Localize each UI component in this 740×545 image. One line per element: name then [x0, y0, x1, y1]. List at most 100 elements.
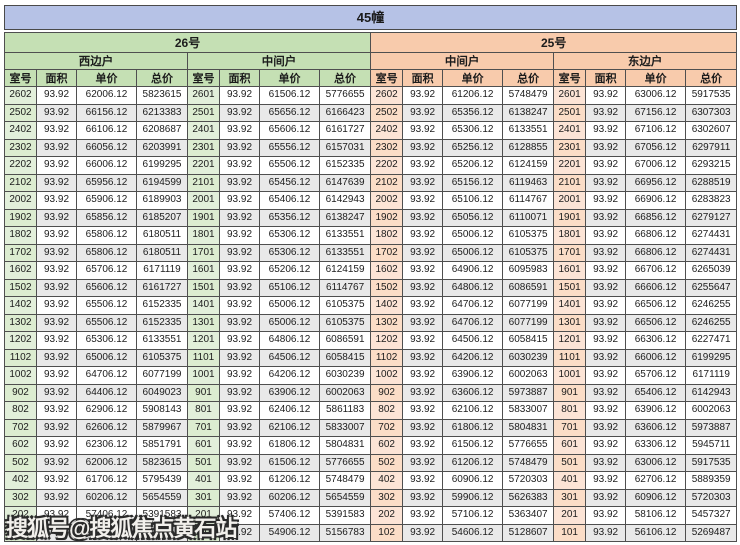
cell-unit-price: 65006.12 [76, 348, 137, 367]
table-row: 502 93.92 62006.12 5823615 501 93.92 61506.12 5… [4, 453, 738, 472]
cell-area: 93.92 [36, 453, 77, 472]
cell-room: 2401 [187, 121, 220, 140]
cell-room: 1801 [553, 226, 587, 245]
cell-unit-price: 60906.12 [442, 471, 504, 490]
cell-room: 1201 [553, 331, 587, 350]
cell-total-price: 5748479 [502, 86, 555, 105]
cell-area: 93.92 [219, 86, 260, 105]
cell-total-price: 6119463 [502, 173, 555, 192]
cell-total-price: 6293215 [685, 156, 738, 175]
cell-total-price: 5889359 [685, 471, 738, 490]
unit-26-header: 26号 [3, 32, 372, 53]
cell-total-price: 6203991 [136, 138, 188, 157]
table-row: 2402 93.92 66106.12 6208687 2401 93.92 65606.1… [4, 121, 738, 140]
cell-room: 901 [553, 383, 587, 402]
cell-room: 1701 [187, 243, 220, 262]
cell-area: 93.92 [219, 366, 260, 385]
cell-unit-price [76, 523, 137, 542]
cell-room: 1501 [553, 278, 587, 297]
cell-unit-price: 64206.12 [259, 366, 320, 385]
cell-area: 93.92 [585, 261, 627, 280]
cell-unit-price: 66306.12 [625, 331, 687, 350]
cell-unit-price: 66806.12 [625, 243, 687, 262]
cell-room: 1002 [4, 366, 37, 385]
cell-total-price: 6058415 [318, 348, 372, 367]
cell-area: 93.92 [402, 418, 444, 437]
cell-area: 93.92 [36, 296, 77, 315]
cell-total-price: 6194599 [136, 173, 188, 192]
unit-group-row: 26号 25号 [3, 32, 738, 53]
cell-area: 93.92 [585, 401, 627, 420]
table-row: 1902 93.92 65856.12 6185207 1901 93.92 65356.1… [4, 208, 738, 227]
cell-unit-price: 65506.12 [76, 313, 137, 332]
cell-total-price: 6030239 [502, 348, 555, 367]
cell-area: 93.92 [585, 103, 627, 122]
col-header-unit-price: 单价 [625, 69, 687, 87]
cell-room: 2201 [553, 156, 587, 175]
cell-room: 2401 [553, 121, 587, 140]
cell-area: 93.92 [585, 121, 627, 140]
cell-room: 102 [370, 523, 404, 542]
cell-room: 2601 [187, 86, 220, 105]
cell-total-price: 6002063 [685, 401, 738, 420]
cell-room: 201 [553, 506, 587, 525]
cell-room: 1701 [553, 243, 587, 262]
cell-total-price: 6105375 [136, 348, 188, 367]
cell-room [4, 523, 37, 542]
table-row: 2502 93.92 66156.12 6213383 2501 93.92 65656.1… [4, 103, 738, 122]
cell-total-price: 5973887 [685, 418, 738, 437]
cell-unit-price: 61506.12 [442, 436, 504, 455]
cell-room: 1901 [553, 208, 587, 227]
cell-unit-price: 57106.12 [442, 506, 504, 525]
cell-unit-price: 62106.12 [442, 401, 504, 420]
cell-total-price: 6142943 [318, 191, 372, 210]
cell-unit-price: 65356.12 [259, 208, 320, 227]
cell-total-price: 5973887 [502, 383, 555, 402]
cell-unit-price: 65606.12 [76, 278, 137, 297]
cell-area: 93.92 [402, 226, 444, 245]
cell-unit-price: 64206.12 [442, 348, 504, 367]
cell-total-price: 5748479 [502, 453, 555, 472]
cell-total-price: 5363407 [502, 506, 555, 525]
cell-area: 93.92 [36, 208, 77, 227]
cell-room: 2002 [4, 191, 37, 210]
cell-unit-price: 66506.12 [625, 296, 687, 315]
cell-unit-price: 61706.12 [76, 471, 137, 490]
cell-area: 93.92 [36, 121, 77, 140]
cell-unit-price: 63906.12 [259, 383, 320, 402]
cell-total-price: 5804831 [502, 418, 555, 437]
cell-unit-price: 62406.12 [259, 401, 320, 420]
cell-unit-price: 61206.12 [442, 86, 504, 105]
cell-total-price: 5917535 [685, 86, 738, 105]
cell-total-price: 6133551 [318, 243, 372, 262]
cell-room: 802 [370, 401, 404, 420]
cell-area: 93.92 [36, 331, 77, 350]
col-header-room: 室号 [370, 69, 404, 87]
cell-total-price: 5391583 [318, 506, 372, 525]
cell-room: 2001 [553, 191, 587, 210]
cell-room: 2001 [187, 191, 220, 210]
cell-area: 93.92 [219, 226, 260, 245]
cell-area: 93.92 [585, 453, 627, 472]
cell-room: 301 [553, 488, 587, 507]
cell-area: 93.92 [36, 103, 77, 122]
cell-room: 502 [370, 453, 404, 472]
cell-room: 1102 [4, 348, 37, 367]
cell-unit-price: 65706.12 [625, 366, 687, 385]
cell-room: 201 [187, 506, 220, 525]
cell-unit-price: 65306.12 [442, 121, 504, 140]
cell-room: 202 [4, 506, 37, 525]
cell-area: 93.92 [36, 278, 77, 297]
table-row: 1002 93.92 64706.12 6077199 1001 93.92 64206.1… [4, 366, 738, 385]
col-header-unit-price: 单价 [76, 69, 137, 87]
cell-room: 1802 [370, 226, 404, 245]
col-header-total-price: 总价 [502, 69, 555, 87]
cell-total-price: 6105375 [318, 296, 372, 315]
cell-total-price: 6133551 [502, 121, 555, 140]
cell-room: 801 [187, 401, 220, 420]
col-header-area: 面积 [36, 69, 77, 87]
cell-area: 93.92 [585, 383, 627, 402]
cell-room: 401 [553, 471, 587, 490]
cell-total-price: 6086591 [318, 331, 372, 350]
cell-room: 1001 [553, 366, 587, 385]
